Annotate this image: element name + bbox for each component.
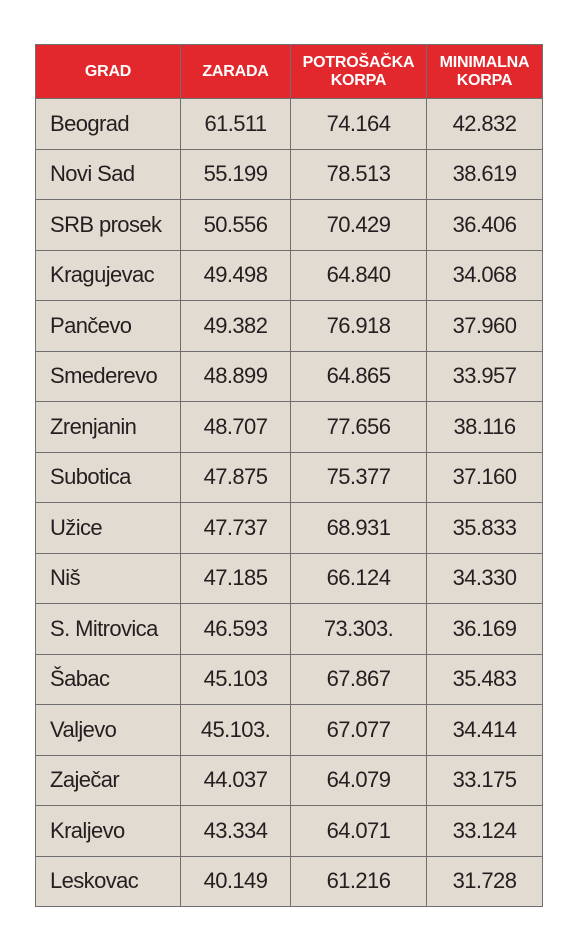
cell-minimalna-korpa: 34.414 — [426, 704, 543, 756]
table-row: Beograd 61.511 74.164 42.832 — [35, 98, 543, 150]
cell-potrosacka-korpa: 64.071 — [290, 805, 427, 857]
cell-zarada: 48.707 — [180, 401, 291, 453]
header-grad: GRAD — [35, 44, 181, 99]
cell-potrosacka-korpa: 64.079 — [290, 754, 427, 806]
cell-city: Valjevo — [35, 704, 181, 756]
cell-potrosacka-korpa: 66.124 — [290, 552, 427, 604]
table-row: Zaječar 44.037 64.079 33.175 — [35, 754, 543, 806]
cell-city: Zrenjanin — [35, 401, 181, 453]
cell-city: Užice — [35, 502, 181, 554]
cell-potrosacka-korpa: 64.865 — [290, 350, 427, 402]
cell-zarada: 46.593 — [180, 603, 291, 655]
cell-potrosacka-korpa: 70.429 — [290, 199, 427, 251]
cell-zarada: 40.149 — [180, 855, 291, 907]
cell-zarada: 48.899 — [180, 350, 291, 402]
cell-minimalna-korpa: 33.124 — [426, 805, 543, 857]
cell-minimalna-korpa: 36.406 — [426, 199, 543, 251]
header-potrosacka-korpa: POTROŠAČKA KORPA — [290, 44, 427, 99]
data-table: GRAD ZARADA POTROŠAČKA KORPA MINIMALNA K… — [35, 44, 543, 907]
table-row: Valjevo 45.103. 67.077 34.414 — [35, 704, 543, 756]
table-row: Niš 47.185 66.124 34.330 — [35, 552, 543, 604]
table-row: Šabac 45.103 67.867 35.483 — [35, 653, 543, 705]
cell-city: Leskovac — [35, 855, 181, 907]
cell-zarada: 55.199 — [180, 148, 291, 200]
cell-zarada: 44.037 — [180, 754, 291, 806]
cell-city: Zaječar — [35, 754, 181, 806]
cell-potrosacka-korpa: 77.656 — [290, 401, 427, 453]
cell-potrosacka-korpa: 67.867 — [290, 653, 427, 705]
cell-city: Novi Sad — [35, 148, 181, 200]
table-body: Beograd 61.511 74.164 42.832 Novi Sad 55.199 7… — [35, 98, 543, 907]
header-row: GRAD ZARADA POTROŠAČKA KORPA MINIMALNA K… — [35, 44, 543, 99]
table-row: S. Mitrovica 46.593 73.303. 36.169 — [35, 603, 543, 655]
cell-potrosacka-korpa: 75.377 — [290, 451, 427, 503]
table-row: Zrenjanin 48.707 77.656 38.116 — [35, 401, 543, 453]
cell-minimalna-korpa: 31.728 — [426, 855, 543, 907]
table-row: Užice 47.737 68.931 35.833 — [35, 502, 543, 554]
cell-zarada: 43.334 — [180, 805, 291, 857]
cell-zarada: 47.185 — [180, 552, 291, 604]
cell-potrosacka-korpa: 74.164 — [290, 98, 427, 150]
cell-minimalna-korpa: 38.116 — [426, 401, 543, 453]
cell-city: Kragujevac — [35, 249, 181, 301]
cell-city: Niš — [35, 552, 181, 604]
cell-minimalna-korpa: 36.169 — [426, 603, 543, 655]
cell-potrosacka-korpa: 78.513 — [290, 148, 427, 200]
cell-minimalna-korpa: 35.483 — [426, 653, 543, 705]
header-zarada: ZARADA — [180, 44, 291, 99]
cell-city: SRB prosek — [35, 199, 181, 251]
cell-city: Subotica — [35, 451, 181, 503]
cell-potrosacka-korpa: 73.303. — [290, 603, 427, 655]
table-row: Smederevo 48.899 64.865 33.957 — [35, 350, 543, 402]
table-row: Novi Sad 55.199 78.513 38.619 — [35, 148, 543, 200]
table-row: SRB prosek 50.556 70.429 36.406 — [35, 199, 543, 251]
cell-potrosacka-korpa: 76.918 — [290, 300, 427, 352]
cell-minimalna-korpa: 35.833 — [426, 502, 543, 554]
cell-zarada: 50.556 — [180, 199, 291, 251]
cell-minimalna-korpa: 38.619 — [426, 148, 543, 200]
cell-potrosacka-korpa: 64.840 — [290, 249, 427, 301]
cell-minimalna-korpa: 33.175 — [426, 754, 543, 806]
cell-minimalna-korpa: 42.832 — [426, 98, 543, 150]
cell-city: S. Mitrovica — [35, 603, 181, 655]
cell-zarada: 47.875 — [180, 451, 291, 503]
cell-potrosacka-korpa: 67.077 — [290, 704, 427, 756]
table-row: Leskovac 40.149 61.216 31.728 — [35, 855, 543, 907]
cell-zarada: 45.103 — [180, 653, 291, 705]
cell-minimalna-korpa: 33.957 — [426, 350, 543, 402]
cell-zarada: 45.103. — [180, 704, 291, 756]
cell-minimalna-korpa: 37.160 — [426, 451, 543, 503]
header-minimalna-korpa: MINIMALNA KORPA — [426, 44, 543, 99]
table-row: Kragujevac 49.498 64.840 34.068 — [35, 249, 543, 301]
cell-minimalna-korpa: 34.330 — [426, 552, 543, 604]
cell-zarada: 61.511 — [180, 98, 291, 150]
cell-city: Šabac — [35, 653, 181, 705]
cell-potrosacka-korpa: 68.931 — [290, 502, 427, 554]
cell-potrosacka-korpa: 61.216 — [290, 855, 427, 907]
cell-zarada: 49.498 — [180, 249, 291, 301]
cell-city: Pančevo — [35, 300, 181, 352]
table-row: Subotica 47.875 75.377 37.160 — [35, 451, 543, 503]
cell-zarada: 47.737 — [180, 502, 291, 554]
cell-city: Smederevo — [35, 350, 181, 402]
cell-minimalna-korpa: 37.960 — [426, 300, 543, 352]
cell-city: Kraljevo — [35, 805, 181, 857]
table-row: Pančevo 49.382 76.918 37.960 — [35, 300, 543, 352]
cell-city: Beograd — [35, 98, 181, 150]
table-row: Kraljevo 43.334 64.071 33.124 — [35, 805, 543, 857]
cell-zarada: 49.382 — [180, 300, 291, 352]
cell-minimalna-korpa: 34.068 — [426, 249, 543, 301]
